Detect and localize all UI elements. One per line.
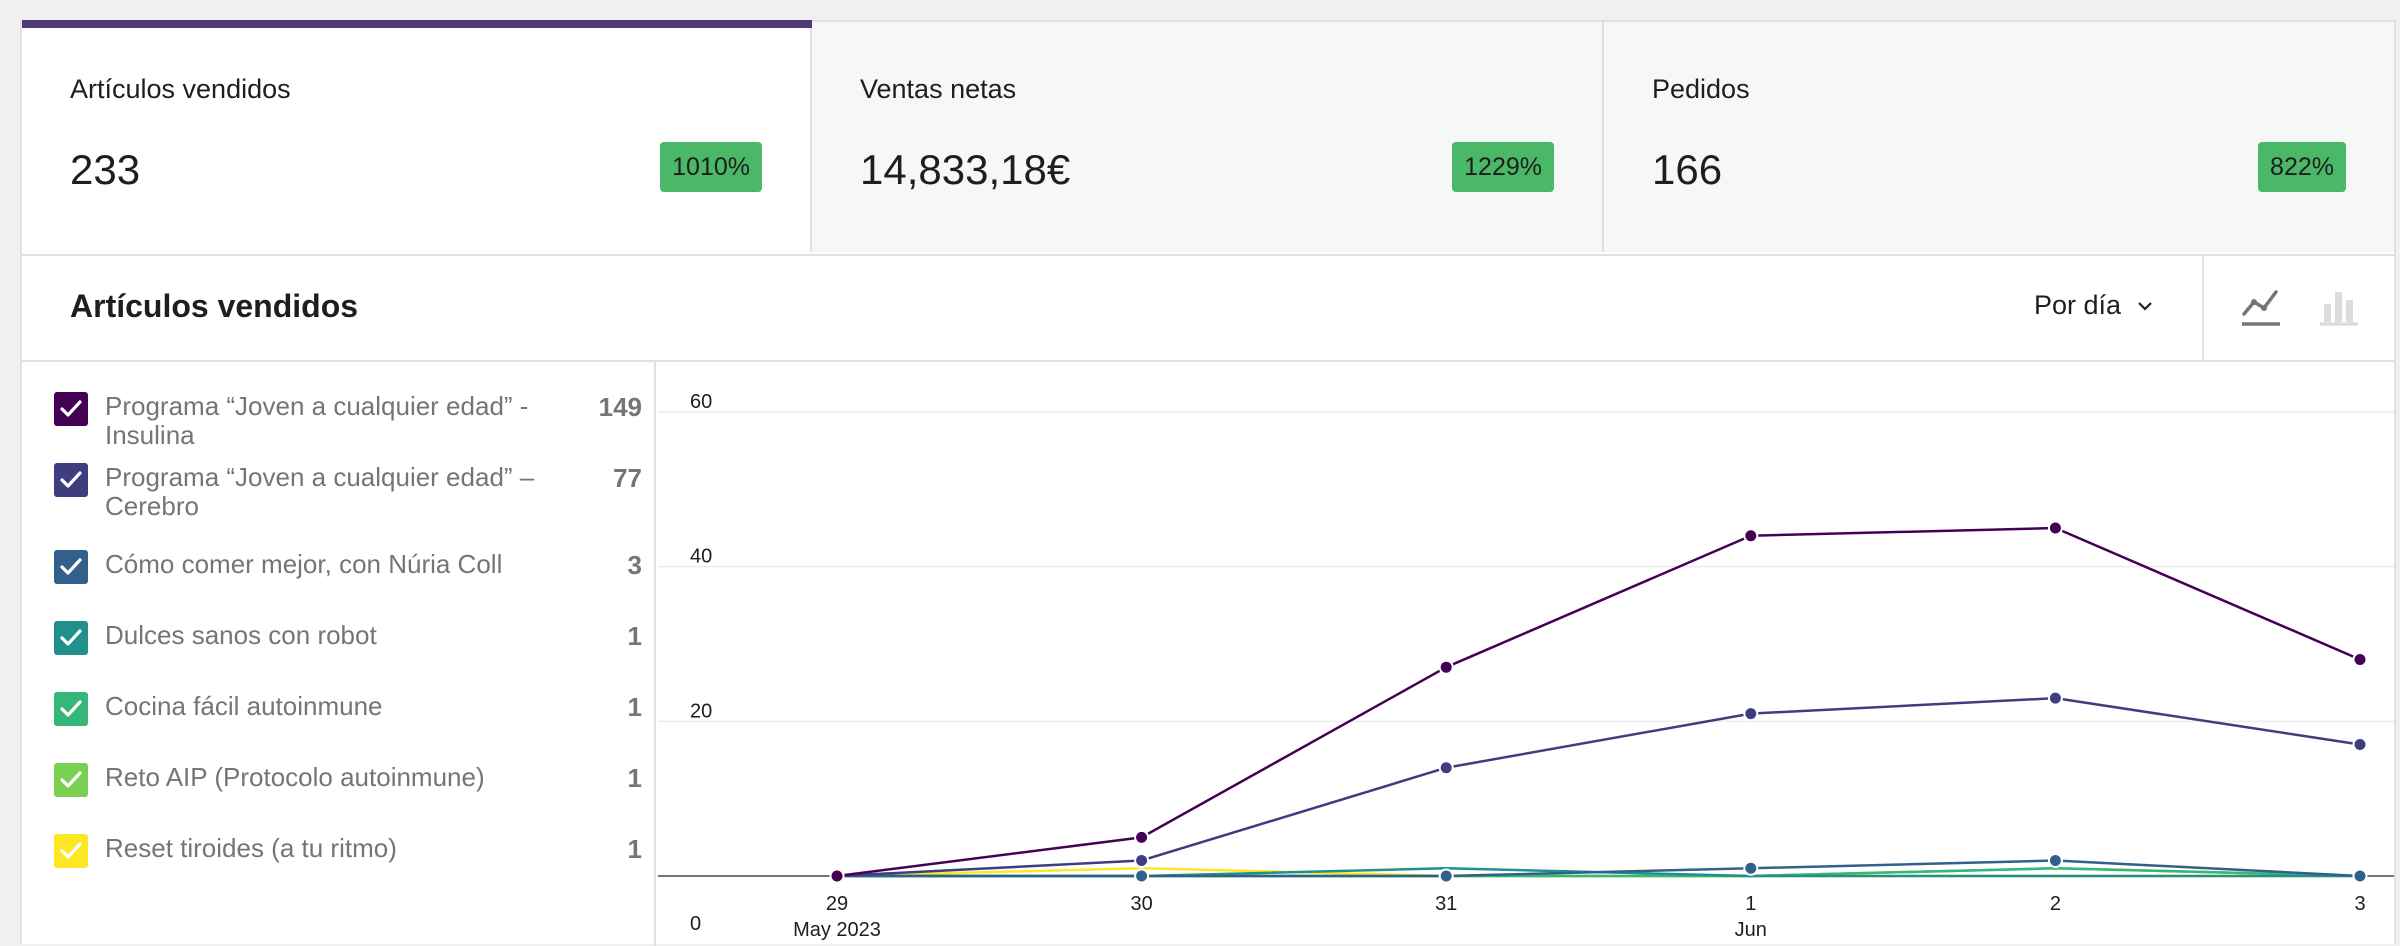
data-point [1438,868,1454,884]
checkmark-icon [60,842,82,859]
legend-item-label: Reto AIP (Protocolo autoinmune) [105,762,485,792]
legend-item[interactable]: Programa “Joven a cualquier edad” – Cere… [54,463,642,533]
legend-item-count: 1 [627,621,642,651]
y-tick-label: 20 [690,700,712,722]
legend-item-label: Cocina fácil autoinmune [105,691,383,721]
legend-checkbox[interactable] [54,392,88,426]
x-group-label: Jun [1735,919,1767,941]
x-tick-label: 2 [2050,893,2061,915]
checkmark-icon [60,400,82,417]
legend-item-count: 149 [598,392,642,422]
legend-item-label: Reset tiroides (a tu ritmo) [105,833,397,863]
summary-numbers: Artículos vendidos 233 1010% Ventas neta… [22,20,2394,256]
x-tick-label: 1 [1745,893,1756,915]
series-line [837,859,2361,878]
chart-canvas: 0 20 40 60 29 30 31 1 2 3 May 2023 Jun [658,391,2394,941]
legend-checkbox[interactable] [54,763,88,797]
y-tick-label: 60 [690,391,712,413]
series-line [836,526,2361,878]
line-chart-icon[interactable] [2240,286,2282,328]
bar-chart-icon[interactable] [2318,286,2360,328]
summary-tile-net-sales[interactable]: Ventas netas 14,833,18€ 1229% [812,22,1604,252]
legend-checkbox[interactable] [54,692,88,726]
data-point [1743,706,1759,722]
legend-item[interactable]: Programa “Joven a cualquier edad” - Insu… [54,392,642,462]
summary-label: Ventas netas [860,74,1017,104]
chart-header: Artículos vendidos Por día [22,254,2394,362]
summary-delta-badge: 822% [2258,142,2346,192]
chart-type-toggle [2202,254,2396,360]
checkmark-icon [60,700,82,717]
summary-delta-badge: 1229% [1452,142,1554,192]
legend-item[interactable]: Cocina fácil autoinmune 1 [54,692,642,762]
legend-checkbox[interactable] [54,621,88,655]
data-point [2047,690,2063,706]
summary-label: Artículos vendidos [70,74,291,104]
chart-legend: Programa “Joven a cualquier edad” - Insu… [22,360,656,946]
summary-value: 14,833,18€ [860,146,1071,193]
legend-item-label: Cómo comer mejor, con Núria Coll [105,549,503,579]
legend-checkbox[interactable] [54,550,88,584]
legend-item-count: 77 [613,463,642,493]
legend-item[interactable]: Reset tiroides (a tu ritmo) 1 [54,834,642,904]
legend-item[interactable]: Cómo comer mejor, con Núria Coll 3 [54,550,642,620]
summary-tile-items-sold[interactable]: Artículos vendidos 233 1010% [22,20,812,252]
legend-checkbox[interactable] [54,463,88,497]
data-point [2352,737,2368,753]
data-point [1134,853,1150,869]
x-tick-label: 3 [2354,893,2365,915]
selected-indicator [22,20,812,28]
data-point [1134,868,1150,884]
legend-item-label: Programa “Joven a cualquier edad” - Insu… [105,391,529,450]
interval-label: Por día [2034,290,2122,320]
data-point [829,868,845,884]
chevron-down-icon [2138,301,2152,311]
summary-value: 233 [70,146,141,193]
checkmark-icon [60,471,82,488]
legend-item-label: Dulces sanos con robot [105,620,377,650]
checkmark-icon [60,629,82,646]
checkmark-icon [60,771,82,788]
data-point [2047,520,2063,536]
data-point [1438,760,1454,776]
legend-item-label: Programa “Joven a cualquier edad” – Cere… [105,462,535,521]
legend-item-count: 3 [627,550,642,580]
summary-tile-orders[interactable]: Pedidos 166 822% [1604,22,2394,252]
legend-checkbox[interactable] [54,834,88,868]
line-chart: 0 20 40 60 29 30 31 1 2 3 May 2023 Jun [658,360,2394,946]
x-tick-label: 29 [826,893,848,915]
series-line [836,696,2361,878]
legend-item[interactable]: Dulces sanos con robot 1 [54,621,642,691]
legend-item-count: 1 [627,692,642,722]
data-point [1743,860,1759,876]
x-tick-label: 30 [1130,893,1152,915]
summary-label: Pedidos [1652,74,1750,104]
legend-item[interactable]: Reto AIP (Protocolo autoinmune) 1 [54,763,642,833]
report-panel: Artículos vendidos 233 1010% Ventas neta… [20,20,2396,946]
chart-title: Artículos vendidos [70,288,359,324]
data-point [1134,829,1150,845]
x-tick-label: 31 [1435,893,1457,915]
data-point [2047,853,2063,869]
legend-item-count: 1 [627,834,642,864]
interval-select[interactable]: Por día [2034,290,2155,321]
data-point [2352,868,2368,884]
legend-item-count: 1 [627,763,642,793]
y-tick-label: 0 [690,913,701,935]
checkmark-icon [60,558,82,575]
data-point [1438,659,1454,675]
data-point [2352,651,2368,667]
data-point [1743,528,1759,544]
summary-delta-badge: 1010% [660,142,762,192]
summary-value: 166 [1652,146,1723,193]
x-group-label: May 2023 [793,919,881,941]
y-tick-label: 40 [690,546,712,568]
